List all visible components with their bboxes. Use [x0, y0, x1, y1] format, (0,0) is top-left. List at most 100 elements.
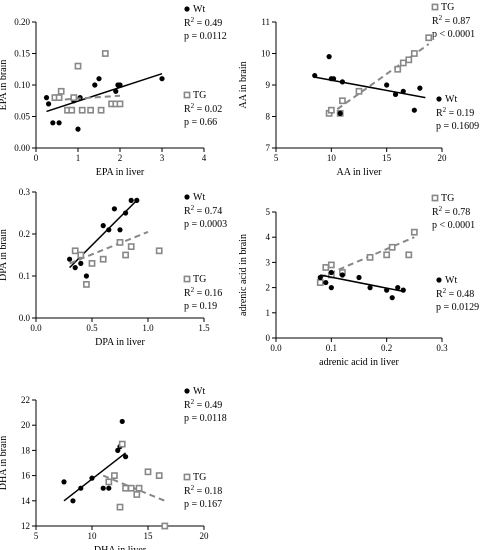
data-point	[388, 243, 396, 251]
fit-line	[320, 274, 404, 293]
data-point	[67, 256, 73, 262]
x-tick-label: 1	[76, 153, 81, 163]
data-point	[384, 82, 390, 88]
data-point	[116, 503, 124, 511]
data-point	[83, 280, 90, 288]
legend-r-squared: R2 = 0.49	[184, 16, 222, 29]
legend-marker	[183, 473, 191, 481]
y-tick-label: 4	[266, 232, 271, 242]
x-tick-label: 0.1	[326, 343, 337, 353]
legend-p-value: p = 0.19	[184, 301, 217, 312]
y-tick-label: 1	[266, 308, 271, 318]
legend-p-value: p < 0.0001	[432, 220, 475, 231]
data-point	[159, 76, 165, 82]
data-point	[71, 247, 79, 255]
data-point	[117, 82, 123, 88]
data-point	[55, 94, 63, 101]
legend-marker	[436, 96, 442, 102]
data-point	[83, 273, 89, 279]
y-tick-label: 14	[21, 496, 31, 506]
data-point	[328, 269, 334, 276]
x-tick-label: 20	[438, 153, 448, 163]
series-tg	[69, 230, 163, 288]
y-tick-label: 12	[21, 521, 30, 531]
data-point	[116, 239, 124, 246]
data-point	[405, 251, 413, 259]
data-point	[394, 65, 402, 73]
data-point	[61, 479, 67, 485]
data-point	[101, 50, 109, 57]
data-point	[338, 97, 346, 105]
x-axis-label: AA in liver	[337, 167, 383, 178]
fit-line	[63, 452, 127, 502]
y-tick-label: 8	[266, 112, 271, 122]
x-tick-label: 15	[144, 531, 154, 541]
y-tick-label: 0.00	[14, 143, 30, 153]
data-point	[339, 272, 345, 278]
legend-p-value: p = 0.0129	[436, 302, 479, 313]
legend-marker	[436, 277, 442, 283]
data-point	[316, 279, 324, 286]
series-wt	[67, 197, 140, 279]
x-tick-label: 10	[327, 153, 337, 163]
data-point	[92, 82, 98, 88]
y-tick-label: 22	[21, 395, 30, 405]
y-tick-label: 3	[266, 257, 271, 267]
data-point	[117, 227, 123, 233]
data-point	[97, 106, 105, 114]
scatter-panel-1: 0 1 2 3 4 0.00 0.05 0.10 0.15 0.20 EPA in liver EPA…	[0, 4, 227, 178]
legend-r-squared: R2 = 0.18	[184, 484, 222, 497]
x-axis-label: adrenic acid in liver	[319, 357, 399, 368]
series-tg	[325, 34, 433, 117]
y-tick-label: 0.15	[14, 49, 30, 59]
data-point	[118, 440, 126, 448]
data-point	[105, 478, 113, 486]
legend-marker	[431, 3, 439, 11]
y-tick-label: 16	[21, 471, 31, 481]
y-tick-label: 0.05	[14, 112, 30, 122]
y-axis-label: DPA in brain	[0, 229, 9, 281]
data-point	[395, 285, 401, 291]
data-point	[122, 484, 129, 492]
data-point	[399, 59, 407, 67]
data-point	[96, 76, 102, 82]
data-point	[389, 295, 395, 301]
legend-series-name: TG	[441, 2, 454, 13]
data-point	[392, 91, 399, 98]
legend-marker	[183, 91, 191, 99]
fit-line	[54, 94, 121, 102]
legend-marker	[183, 275, 191, 283]
x-tick-label: 5	[34, 531, 39, 541]
data-point	[383, 251, 391, 259]
data-point	[135, 484, 143, 492]
legend-p-value: p = 0.0112	[184, 31, 227, 42]
series-wt	[317, 269, 406, 301]
data-point	[72, 265, 78, 271]
legend-series-name: Wt	[445, 275, 457, 286]
legend-p-value: p = 0.1609	[436, 121, 479, 132]
scatter-panel-4: 0.0 0.1 0.2 0.3 0 1 2 3 4 5 adrenic acid in liver a…	[238, 193, 479, 368]
data-point	[134, 197, 140, 203]
x-tick-label: 0.3	[436, 343, 448, 353]
legend-p-value: p < 0.0001	[432, 29, 475, 40]
data-point	[337, 110, 343, 116]
data-point	[323, 279, 329, 286]
series-wt	[43, 72, 165, 132]
data-point	[384, 287, 390, 293]
legend-marker	[184, 388, 190, 394]
data-point	[75, 126, 81, 132]
data-point	[78, 260, 84, 266]
legend-series-name: TG	[193, 274, 206, 285]
legend-series-name: TG	[441, 193, 454, 204]
y-tick-label: 2	[266, 283, 271, 293]
data-point	[70, 94, 78, 101]
